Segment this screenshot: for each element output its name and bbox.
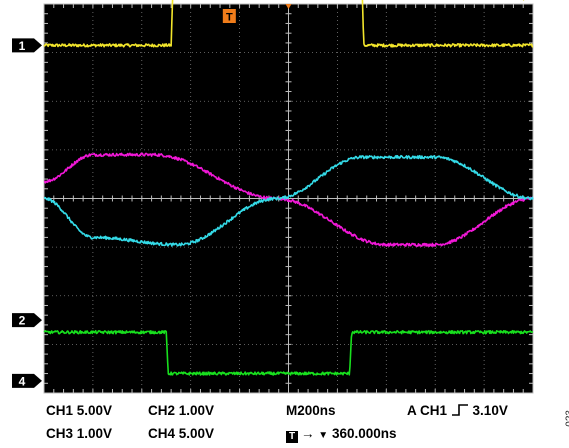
trigger-t-icon: T [286, 431, 298, 443]
channel-marker-2 [12, 313, 42, 328]
trace-ch3 [43, 154, 534, 247]
trigger-position-value: 360.000ns [331, 426, 397, 441]
trigger-readout: A CH1 3.10V [407, 403, 508, 418]
channel-marker-label: 4 [19, 374, 26, 388]
channel-marker-label: 1 [19, 39, 26, 53]
figure-id: 023 [565, 410, 569, 427]
channel-marker-4 [12, 373, 42, 388]
channel-markers: 1 2 4 [12, 0, 525, 388]
ch4-scale-readout: CH4 5.00V [148, 426, 215, 441]
ch2-scale-readout: CH2 1.00V [148, 403, 215, 418]
trigger-t-box [222, 9, 236, 23]
ch1-scale-readout: CH1 5.00V [46, 403, 113, 418]
trace-ch4 [43, 329, 534, 376]
trigger-position-readout: T → ▼ 360.000ns [286, 426, 397, 443]
timebase-readout: M200ns [286, 403, 336, 418]
channel-marker-1 [12, 38, 42, 53]
trigger-level: 3.10V [472, 403, 508, 418]
rising-edge-icon [451, 404, 468, 416]
trigger-source: A CH1 [407, 403, 448, 418]
arrow-right-icon: → [301, 426, 315, 441]
trigger-t-label: T [226, 12, 233, 24]
ch3-scale-readout: CH3 1.00V [46, 426, 113, 441]
center-time-marker [285, 4, 292, 9]
down-triangle-icon: ▼ [318, 430, 329, 441]
trigger-level-marker [523, 0, 525, 1]
trace-ch1 [43, 0, 534, 48]
trace-ch2 [43, 152, 534, 247]
channel-marker-label: 2 [19, 314, 26, 328]
traces [43, 0, 534, 376]
trigger-marker: T [222, 4, 292, 24]
